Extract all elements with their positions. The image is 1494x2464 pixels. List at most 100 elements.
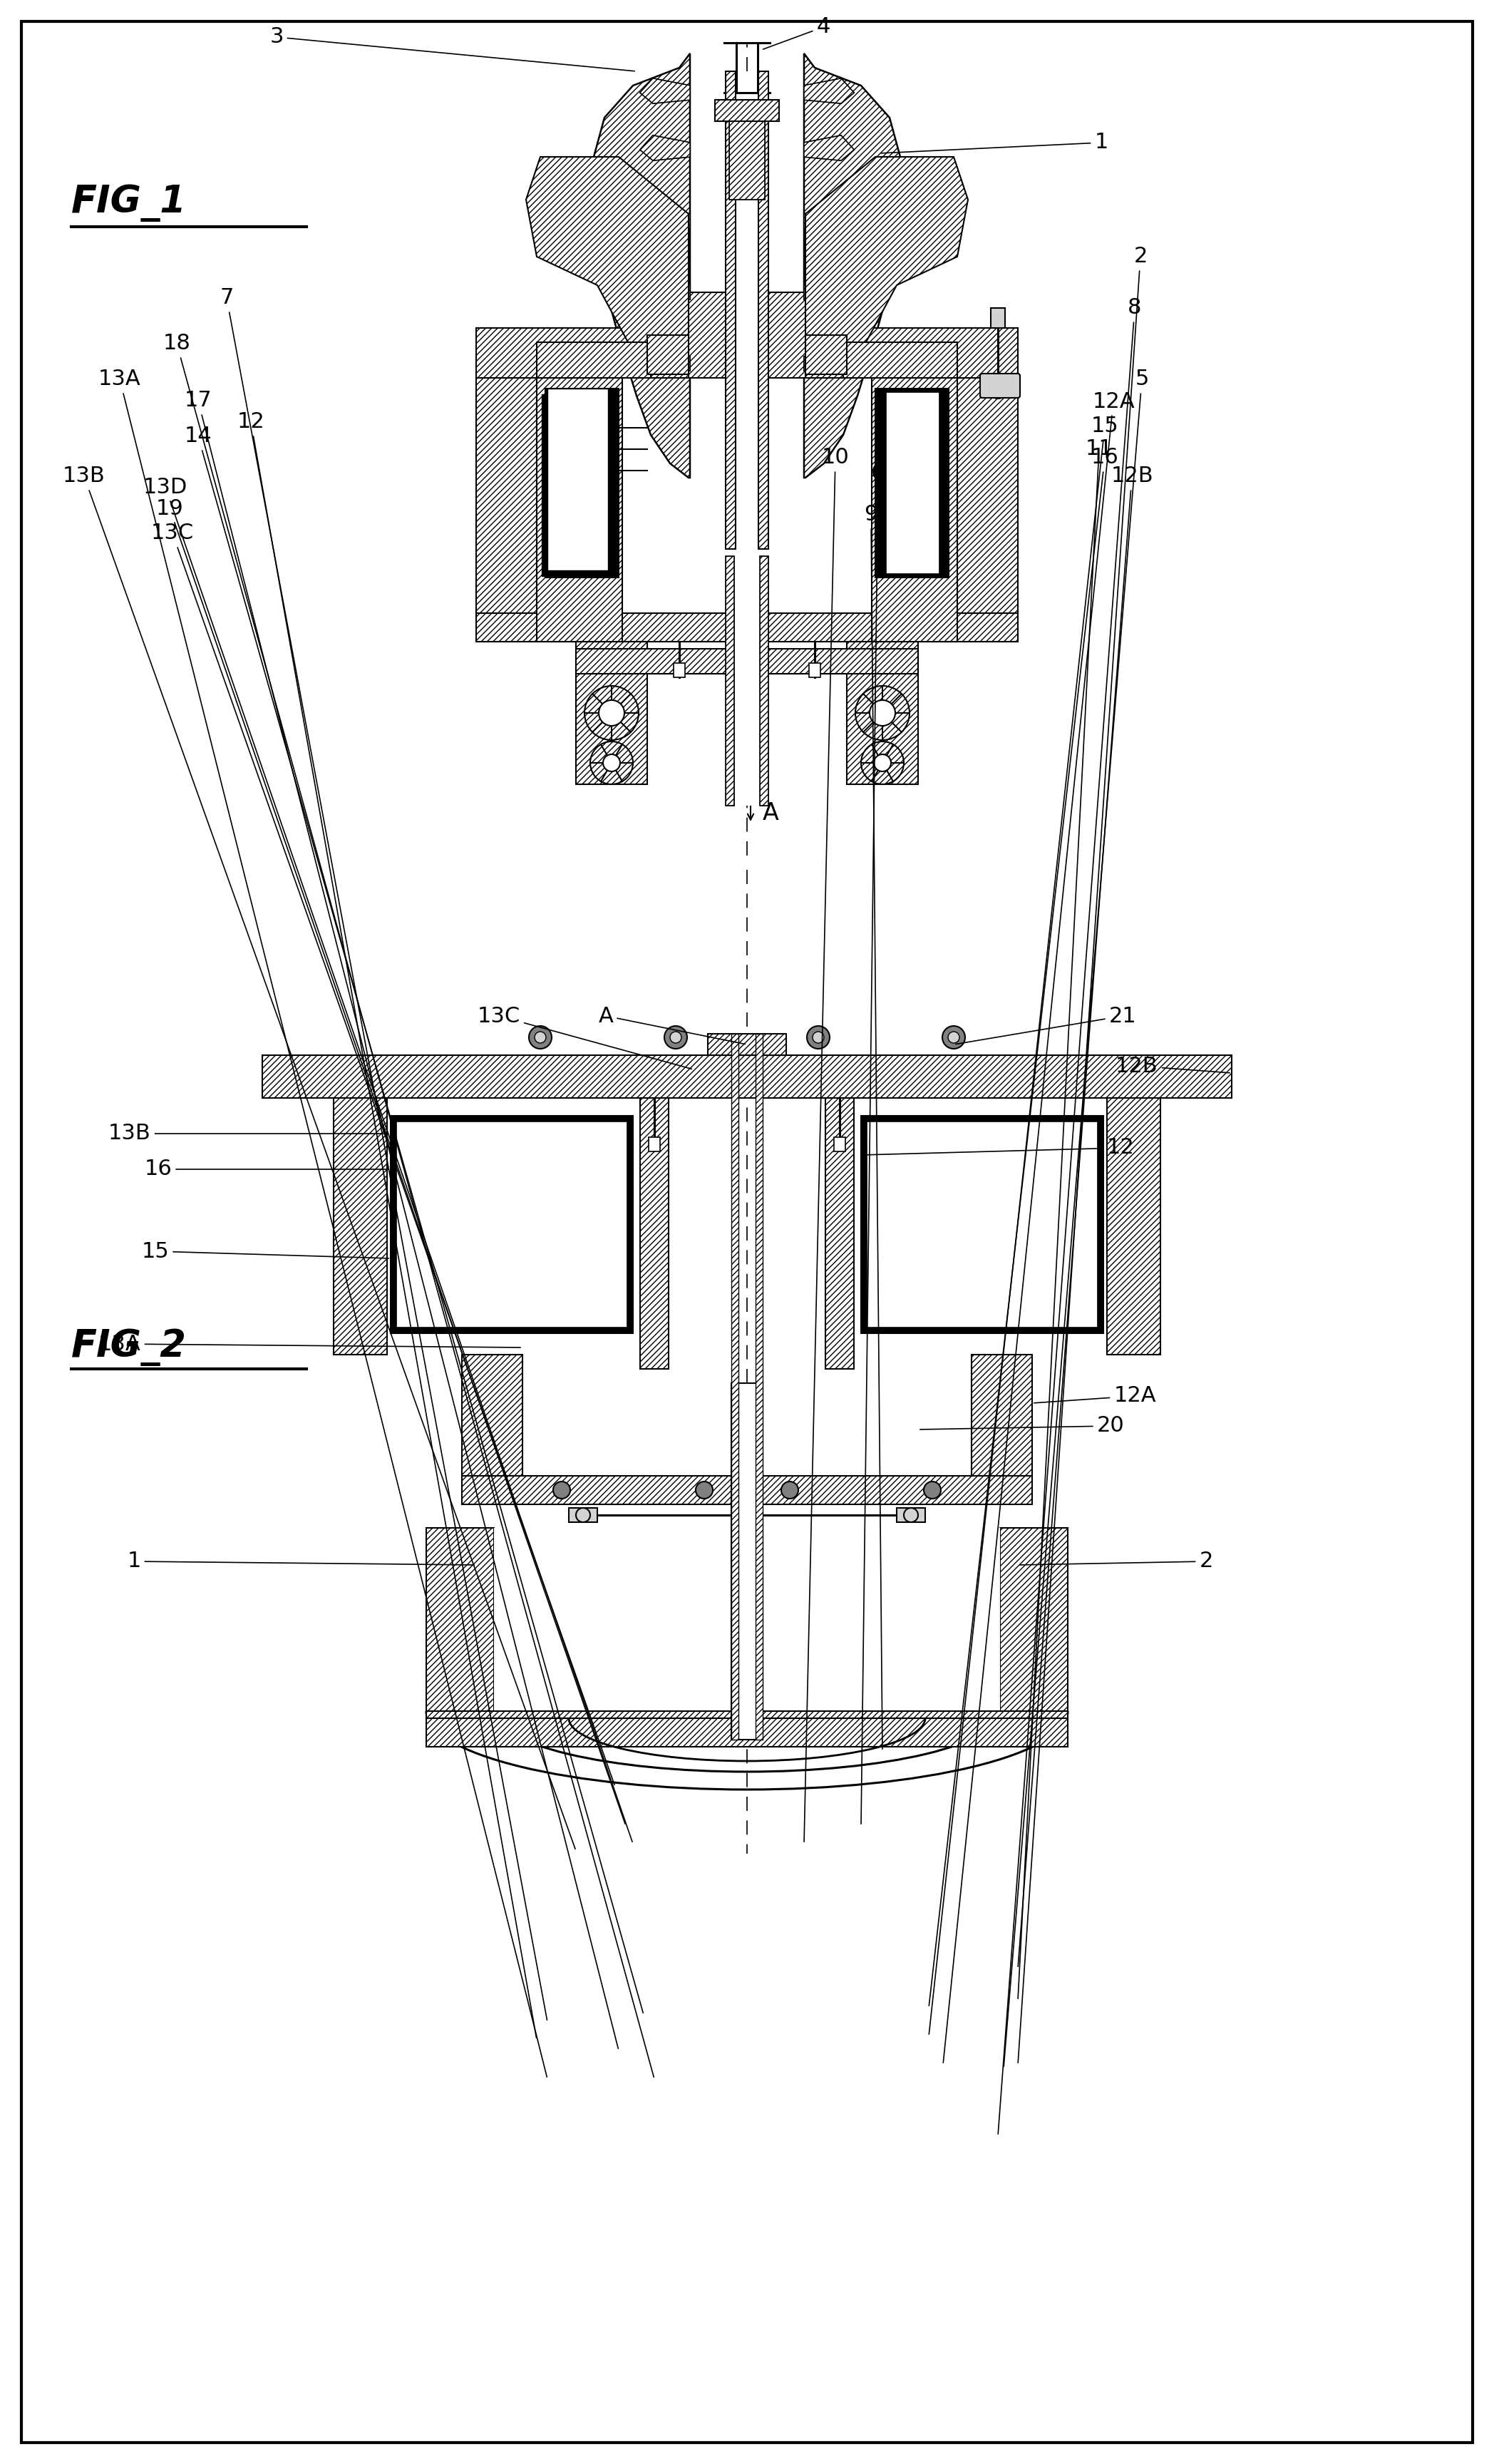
Polygon shape	[804, 207, 855, 232]
Polygon shape	[575, 641, 647, 784]
Polygon shape	[426, 1528, 495, 1710]
Text: 13B: 13B	[109, 1124, 385, 1143]
Circle shape	[949, 1032, 959, 1042]
Circle shape	[904, 1508, 919, 1523]
Polygon shape	[716, 101, 778, 121]
Polygon shape	[477, 614, 1017, 641]
Text: 14: 14	[184, 426, 642, 2013]
Circle shape	[535, 1032, 545, 1042]
Polygon shape	[390, 1116, 633, 1333]
Text: 10: 10	[804, 448, 849, 1841]
Bar	[896, 1508, 925, 1523]
Circle shape	[599, 700, 624, 727]
Polygon shape	[875, 389, 949, 577]
Text: 1: 1	[881, 133, 1109, 153]
Text: 13A: 13A	[99, 370, 547, 2077]
Text: 5: 5	[1004, 370, 1149, 2067]
Polygon shape	[647, 335, 689, 375]
Text: 16: 16	[929, 448, 1119, 2006]
Polygon shape	[639, 350, 690, 375]
Polygon shape	[958, 377, 1017, 614]
Polygon shape	[639, 207, 690, 232]
Polygon shape	[729, 121, 765, 200]
Polygon shape	[804, 278, 855, 303]
Polygon shape	[593, 54, 690, 478]
Circle shape	[575, 1508, 590, 1523]
Polygon shape	[426, 1710, 1068, 1717]
Text: 3: 3	[269, 27, 635, 71]
Text: 16: 16	[145, 1158, 388, 1180]
Polygon shape	[804, 136, 855, 160]
Polygon shape	[477, 293, 1017, 377]
Polygon shape	[639, 1099, 669, 1370]
Polygon shape	[971, 1355, 1032, 1476]
Polygon shape	[263, 1055, 1231, 1099]
Polygon shape	[825, 1099, 855, 1370]
Text: FIG_2: FIG_2	[72, 1328, 187, 1365]
Text: 21: 21	[956, 1005, 1137, 1045]
Text: 9: 9	[864, 505, 883, 1749]
Polygon shape	[462, 1355, 523, 1476]
Bar	[732, 1382, 762, 1740]
Text: 12A: 12A	[1034, 1385, 1156, 1407]
Polygon shape	[536, 377, 623, 641]
Polygon shape	[871, 377, 958, 641]
Polygon shape	[861, 1116, 1104, 1333]
Polygon shape	[526, 158, 689, 377]
Text: 12A: 12A	[943, 392, 1134, 2062]
Polygon shape	[462, 1476, 1032, 1506]
Circle shape	[665, 1025, 687, 1050]
Polygon shape	[804, 136, 855, 160]
Polygon shape	[639, 79, 690, 103]
Text: 4: 4	[763, 17, 831, 49]
Text: 8: 8	[998, 298, 1141, 2134]
Polygon shape	[639, 136, 690, 160]
Text: 13D: 13D	[143, 476, 632, 1843]
Bar	[648, 1138, 660, 1151]
Polygon shape	[426, 1717, 1068, 1747]
Bar	[495, 1528, 999, 1717]
Circle shape	[870, 700, 895, 727]
Text: FIG_1: FIG_1	[72, 185, 187, 222]
Text: 15: 15	[929, 416, 1119, 2035]
Polygon shape	[843, 342, 958, 377]
Polygon shape	[639, 278, 690, 303]
Polygon shape	[804, 350, 855, 375]
Polygon shape	[536, 342, 651, 377]
Text: 12B: 12B	[1116, 1055, 1230, 1077]
Text: A: A	[762, 801, 778, 825]
Polygon shape	[639, 136, 690, 160]
Polygon shape	[545, 389, 619, 577]
Circle shape	[669, 1032, 681, 1042]
Bar	[734, 557, 760, 806]
Bar	[810, 663, 820, 678]
Bar	[991, 308, 1005, 328]
Polygon shape	[732, 1035, 738, 1740]
Text: 15: 15	[142, 1242, 388, 1262]
Text: 12: 12	[238, 411, 536, 2038]
Text: 13C: 13C	[151, 522, 614, 1784]
Text: 7: 7	[220, 288, 547, 2020]
Circle shape	[553, 1481, 571, 1498]
Text: 13B: 13B	[63, 466, 575, 1848]
Text: 19: 19	[155, 498, 624, 1823]
Polygon shape	[333, 1099, 387, 1355]
Bar	[834, 1138, 846, 1151]
Polygon shape	[639, 350, 690, 375]
Polygon shape	[639, 278, 690, 303]
Text: 17: 17	[184, 389, 619, 2048]
Text: 13C: 13C	[478, 1005, 692, 1069]
Polygon shape	[759, 71, 768, 549]
Polygon shape	[847, 641, 919, 784]
Polygon shape	[726, 71, 735, 549]
Polygon shape	[396, 1121, 627, 1328]
Text: A: A	[599, 1005, 746, 1045]
Bar	[547, 389, 608, 569]
Circle shape	[813, 1032, 825, 1042]
Polygon shape	[804, 278, 855, 303]
Text: 12B: 12B	[1017, 466, 1153, 1966]
Circle shape	[943, 1025, 965, 1050]
Text: 2: 2	[1017, 246, 1147, 2062]
Polygon shape	[708, 1035, 786, 1055]
Text: 2: 2	[1020, 1550, 1213, 1572]
